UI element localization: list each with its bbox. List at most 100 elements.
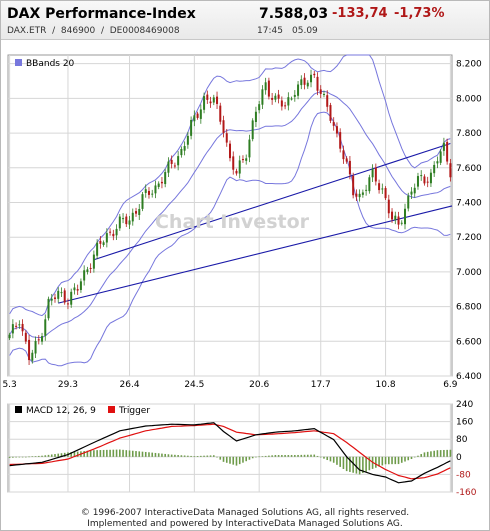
candle xyxy=(423,174,426,186)
candle-body xyxy=(96,242,99,256)
candle xyxy=(141,191,144,212)
histogram-bar xyxy=(248,456,251,460)
candle-body xyxy=(416,176,419,187)
candle xyxy=(47,296,50,321)
candle xyxy=(449,158,452,182)
candle-body xyxy=(83,270,86,281)
histogram-bar xyxy=(144,451,147,457)
time-tick-label: 5.3 xyxy=(2,380,16,390)
candle xyxy=(436,156,439,169)
histogram-bar xyxy=(430,451,432,457)
candle xyxy=(280,96,283,111)
histogram-bar xyxy=(323,456,325,459)
candle xyxy=(264,77,267,95)
candle xyxy=(50,293,53,306)
candle-body xyxy=(131,212,134,222)
legend-macd-label: MACD 12, 26, 9 xyxy=(26,406,96,416)
candle xyxy=(128,216,131,230)
candle-body xyxy=(53,297,56,299)
candle xyxy=(83,265,86,286)
candle xyxy=(151,189,154,198)
candle xyxy=(319,85,322,99)
histogram-bar xyxy=(284,455,286,457)
candle-body xyxy=(264,82,267,91)
candle-body xyxy=(86,269,89,272)
candle-body xyxy=(105,233,108,243)
histogram-bar xyxy=(255,456,257,458)
legend-macd: MACD 12, 26, 9 Trigger xyxy=(15,406,150,416)
legend-bbands-swatch xyxy=(15,59,22,66)
powered-by-line: Implemented and powered by InteractiveDa… xyxy=(87,519,403,529)
candle-body xyxy=(47,298,50,319)
candle-body xyxy=(297,84,300,96)
candle xyxy=(34,336,37,358)
histogram-bar xyxy=(170,454,173,457)
candle-body xyxy=(183,146,186,151)
histogram-bar xyxy=(183,455,186,457)
candle-body xyxy=(439,151,442,163)
price-tick-label: 8.000 xyxy=(456,94,482,104)
histogram-bar xyxy=(281,455,283,457)
candle-body xyxy=(222,120,225,133)
histogram-bar xyxy=(83,451,85,457)
histogram-bar xyxy=(384,456,387,465)
candle xyxy=(358,189,361,202)
candle xyxy=(212,94,215,106)
candle-body xyxy=(18,324,21,326)
candle-body xyxy=(21,323,24,332)
candle xyxy=(345,156,348,164)
histogram-bar xyxy=(102,449,105,457)
candle-body xyxy=(122,218,125,220)
candle xyxy=(73,283,76,295)
histogram-bar xyxy=(128,450,131,457)
candle xyxy=(342,145,345,164)
candle xyxy=(118,214,121,231)
candle xyxy=(177,151,180,171)
candle xyxy=(53,293,56,303)
histogram-bar xyxy=(122,449,124,457)
candle xyxy=(112,229,115,241)
candle-body xyxy=(212,97,215,103)
watermark: Chart Investor xyxy=(155,211,310,233)
candle-body xyxy=(258,104,261,111)
histogram-bar xyxy=(44,455,47,457)
time-tick-label: 29.3 xyxy=(58,380,78,390)
candle-body xyxy=(245,158,248,161)
histogram-bar xyxy=(216,456,218,458)
histogram-bar xyxy=(37,455,40,457)
histogram-bar xyxy=(264,455,267,457)
legend-trigger-label: Trigger xyxy=(118,406,150,416)
candle-body xyxy=(160,181,163,184)
candle-body xyxy=(274,95,277,100)
candle xyxy=(18,320,21,329)
histogram-bar xyxy=(297,454,299,457)
histogram-bar xyxy=(329,456,332,462)
candle-body xyxy=(358,193,361,198)
candle-body xyxy=(92,254,95,269)
candle-body xyxy=(57,290,60,299)
candle xyxy=(125,213,128,227)
candle xyxy=(248,134,251,163)
candle xyxy=(79,278,82,293)
histogram-bar xyxy=(148,452,150,457)
price-tick-label: 7.000 xyxy=(456,268,482,278)
candle-body xyxy=(384,188,387,199)
histogram-bar xyxy=(394,456,397,465)
histogram-bar xyxy=(177,455,179,457)
candle-body xyxy=(335,126,338,134)
candle xyxy=(420,170,423,181)
candle-body xyxy=(44,319,47,336)
candle xyxy=(251,118,254,142)
macd-tick-label: 240 xyxy=(456,400,473,410)
candle-body xyxy=(190,119,193,136)
candle xyxy=(222,115,225,138)
histogram-bar xyxy=(21,456,24,458)
candle-body xyxy=(238,160,241,174)
candle-body xyxy=(404,208,407,225)
candle xyxy=(57,287,60,303)
histogram-bar xyxy=(28,456,30,458)
histogram-bar xyxy=(193,456,196,457)
legend-bbands-label: BBands 20 xyxy=(26,59,75,69)
candle xyxy=(322,90,325,98)
quote-header: DAX Performance-Index 7.588,03 -133,74 -… xyxy=(1,1,489,40)
